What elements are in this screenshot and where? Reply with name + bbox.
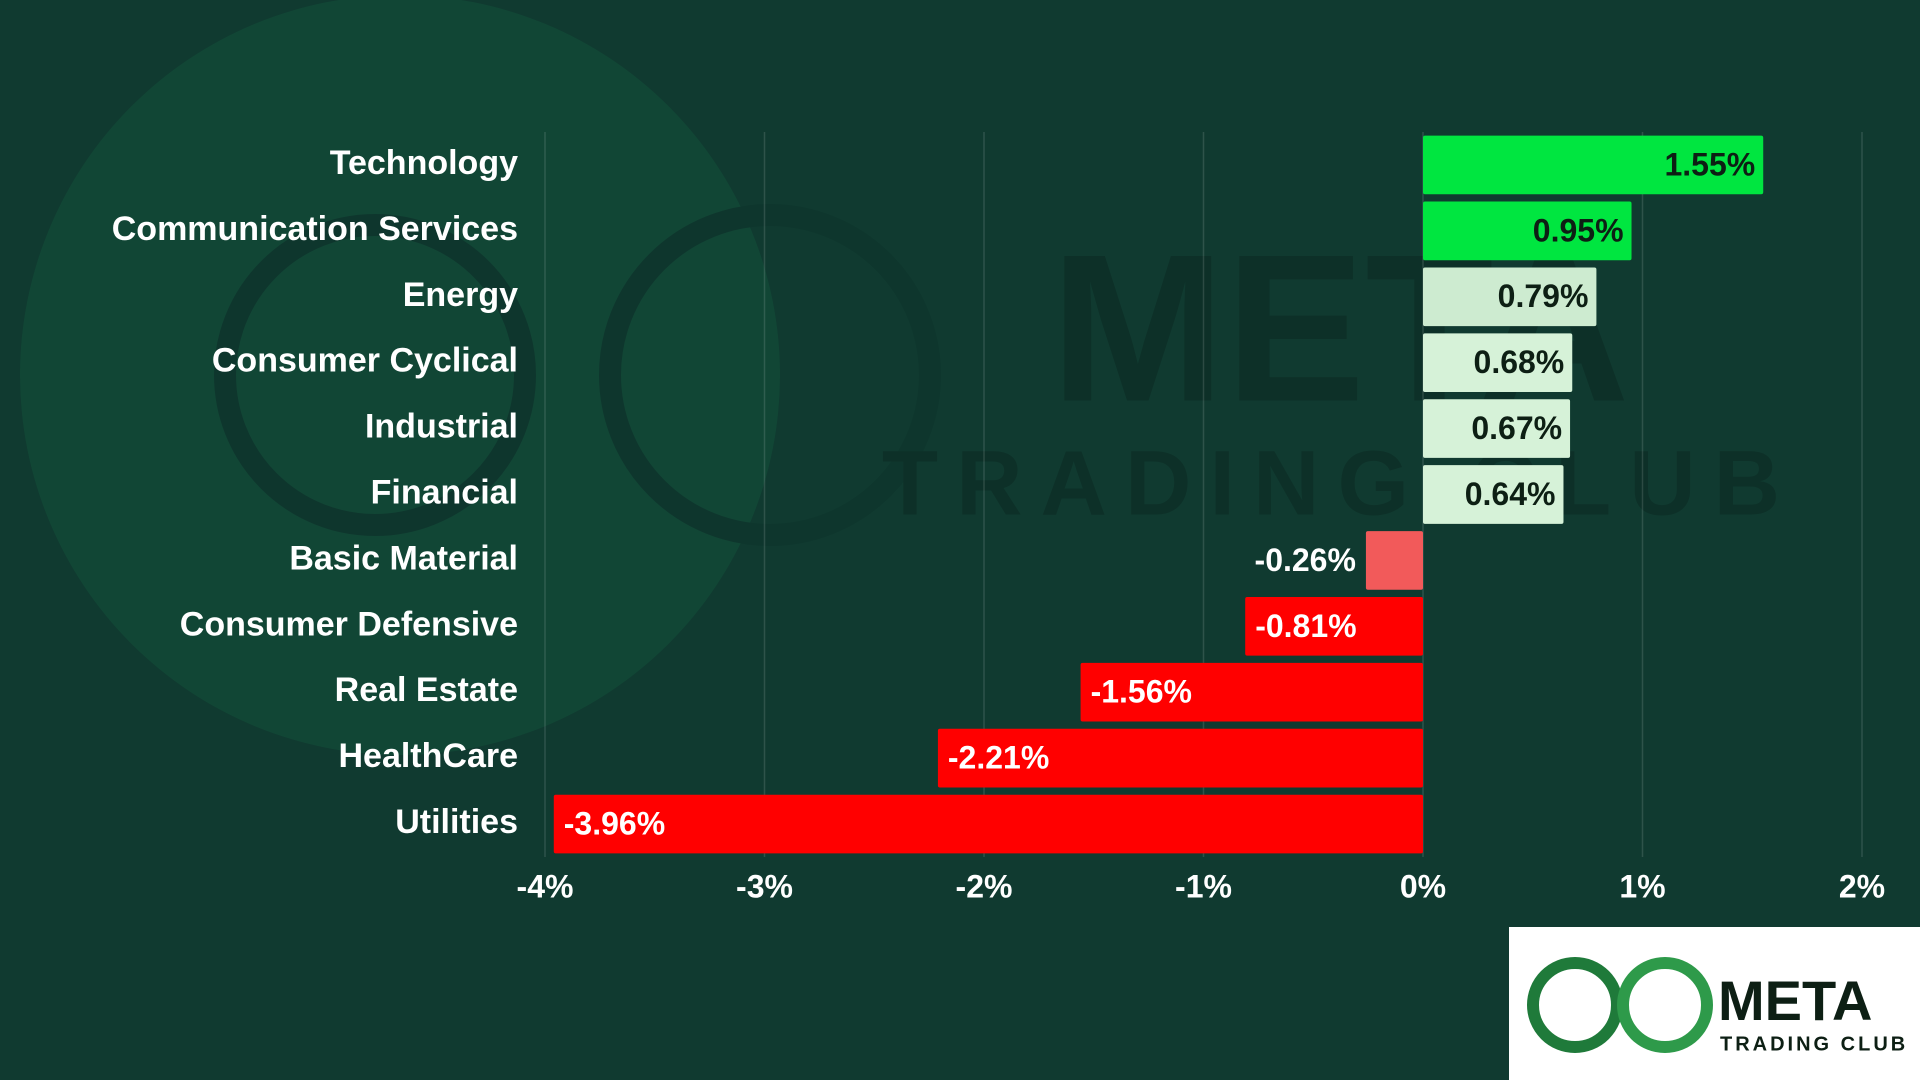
- value-label: -0.81%: [1255, 608, 1356, 644]
- value-label: 1.55%: [1664, 146, 1755, 182]
- watermark-ring: [599, 204, 941, 546]
- x-tick-label: -2%: [956, 868, 1013, 904]
- category-label: Basic Material: [289, 539, 518, 577]
- x-tick-label: 1%: [1619, 868, 1665, 904]
- value-label: -1.56%: [1091, 674, 1192, 710]
- logo-tagline: TRADING CLUB: [1720, 1033, 1908, 1055]
- bar: [1423, 201, 1632, 261]
- category-label: Communication Services: [112, 210, 518, 248]
- watermark-tagline: TRADING CLUB: [882, 432, 1798, 534]
- bar: [1245, 596, 1423, 656]
- x-tick-label: -3%: [736, 868, 793, 904]
- bar: [1423, 465, 1564, 524]
- value-label: 0.67%: [1471, 410, 1562, 446]
- x-tick-label: -1%: [1175, 868, 1232, 904]
- category-label: Energy: [403, 276, 518, 314]
- bar: [553, 794, 1423, 854]
- category-label: HealthCare: [338, 737, 518, 775]
- logo-ring: [1617, 957, 1713, 1053]
- watermark-ring: [214, 214, 536, 536]
- bar: [1423, 399, 1571, 458]
- bar: [1080, 662, 1423, 722]
- x-tick-label: -4%: [517, 868, 574, 904]
- value-label: 0.68%: [1474, 344, 1565, 380]
- bar: [1365, 531, 1423, 590]
- category-label: Technology: [330, 144, 518, 182]
- x-tick-label: 0%: [1400, 868, 1446, 904]
- plot: -4% -3% -2% -1% 0% 1% 2% Technology 1.55% Communi…: [112, 132, 1885, 904]
- value-label: -0.26%: [1255, 542, 1356, 578]
- value-label: 0.79%: [1498, 278, 1589, 314]
- category-label: Real Estate: [335, 671, 518, 709]
- category-label: Consumer Cyclical: [212, 342, 518, 380]
- value-label: -3.96%: [564, 805, 665, 841]
- category-label: Industrial: [365, 408, 518, 446]
- bar: [1423, 135, 1764, 195]
- value-label: 0.95%: [1533, 212, 1624, 248]
- x-tick-label: 2%: [1839, 868, 1885, 904]
- value-label: 0.64%: [1465, 476, 1556, 512]
- logo: META TRADING CLUB: [1509, 927, 1920, 1080]
- value-label: -2.21%: [948, 740, 1049, 776]
- logo-box: [1509, 927, 1920, 1080]
- watermark: META TRADING CLUB: [20, 0, 1798, 755]
- bar: [1423, 267, 1597, 327]
- category-label: Financial: [371, 473, 518, 511]
- category-label: Consumer Defensive: [180, 605, 518, 643]
- bar: [937, 728, 1423, 788]
- bar: [1423, 333, 1573, 393]
- watermark-circle: [20, 0, 780, 755]
- logo-name: META: [1718, 969, 1873, 1032]
- category-label: Utilities: [395, 803, 518, 841]
